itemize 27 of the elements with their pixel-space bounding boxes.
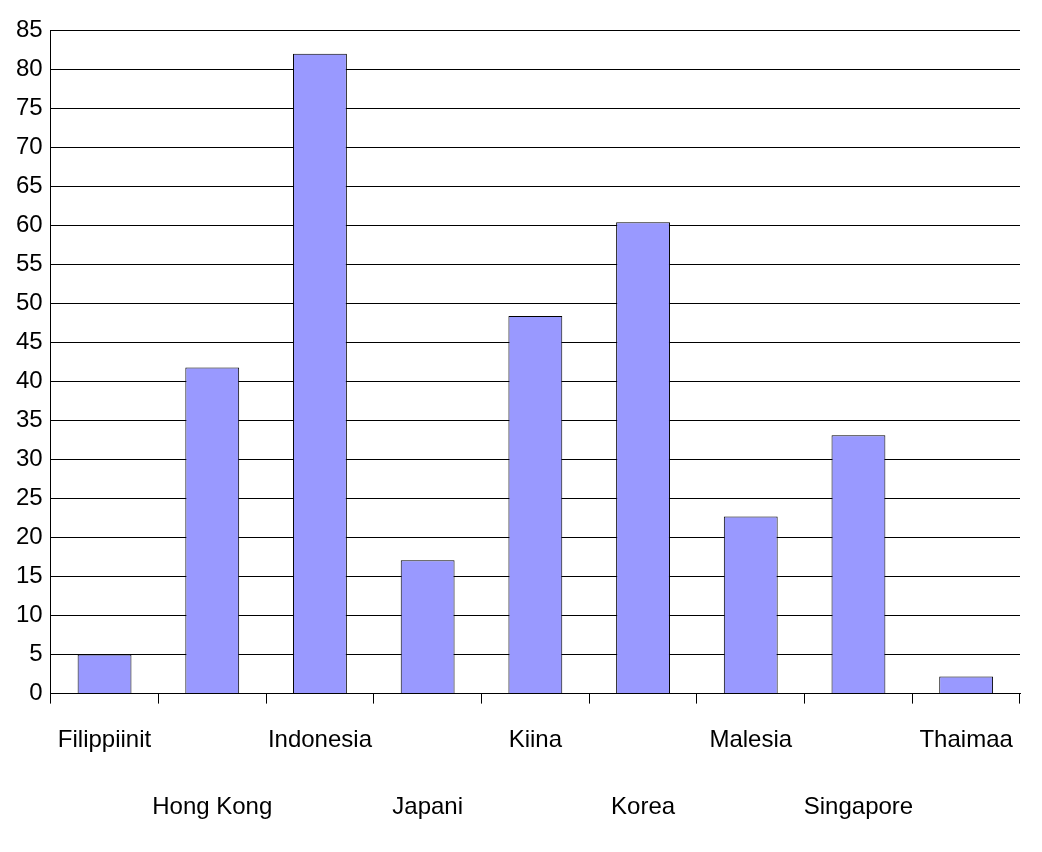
y-tick-label: 75 xyxy=(15,93,43,121)
y-tick-label: 25 xyxy=(15,483,43,511)
x-tick-label: Kiina xyxy=(508,724,563,752)
y-tick-label: 30 xyxy=(15,444,43,472)
y-tick-label: 85 xyxy=(15,15,43,43)
y-tick-label: 20 xyxy=(15,522,43,550)
x-tick-label: Indonesia xyxy=(267,724,373,752)
x-tick-label: Japani xyxy=(392,792,464,820)
y-tick-label: 40 xyxy=(15,366,43,394)
y-tick-label: 65 xyxy=(15,171,43,199)
y-tick-label: 70 xyxy=(15,132,43,160)
y-tick-label: 80 xyxy=(15,54,43,82)
y-tick-label: 50 xyxy=(15,288,43,316)
y-tick-label: 10 xyxy=(15,600,43,628)
y-tick-label: 15 xyxy=(15,561,43,589)
x-tick-label: Filippiinit xyxy=(57,724,152,752)
x-tick-label: Korea xyxy=(611,792,676,820)
x-tick-label: Malesia xyxy=(709,724,793,752)
y-tick-label: 55 xyxy=(15,249,43,277)
y-tick-label: 0 xyxy=(29,678,43,706)
y-tick-label: 35 xyxy=(15,405,43,433)
x-tick-label: Thaimaa xyxy=(919,724,1014,752)
x-tick-label: Hong Kong xyxy=(152,792,273,820)
y-tick-label: 45 xyxy=(15,327,43,355)
y-tick-label: 60 xyxy=(15,210,43,238)
y-tick-label: 5 xyxy=(29,639,43,667)
x-tick-label: Singapore xyxy=(803,792,914,820)
